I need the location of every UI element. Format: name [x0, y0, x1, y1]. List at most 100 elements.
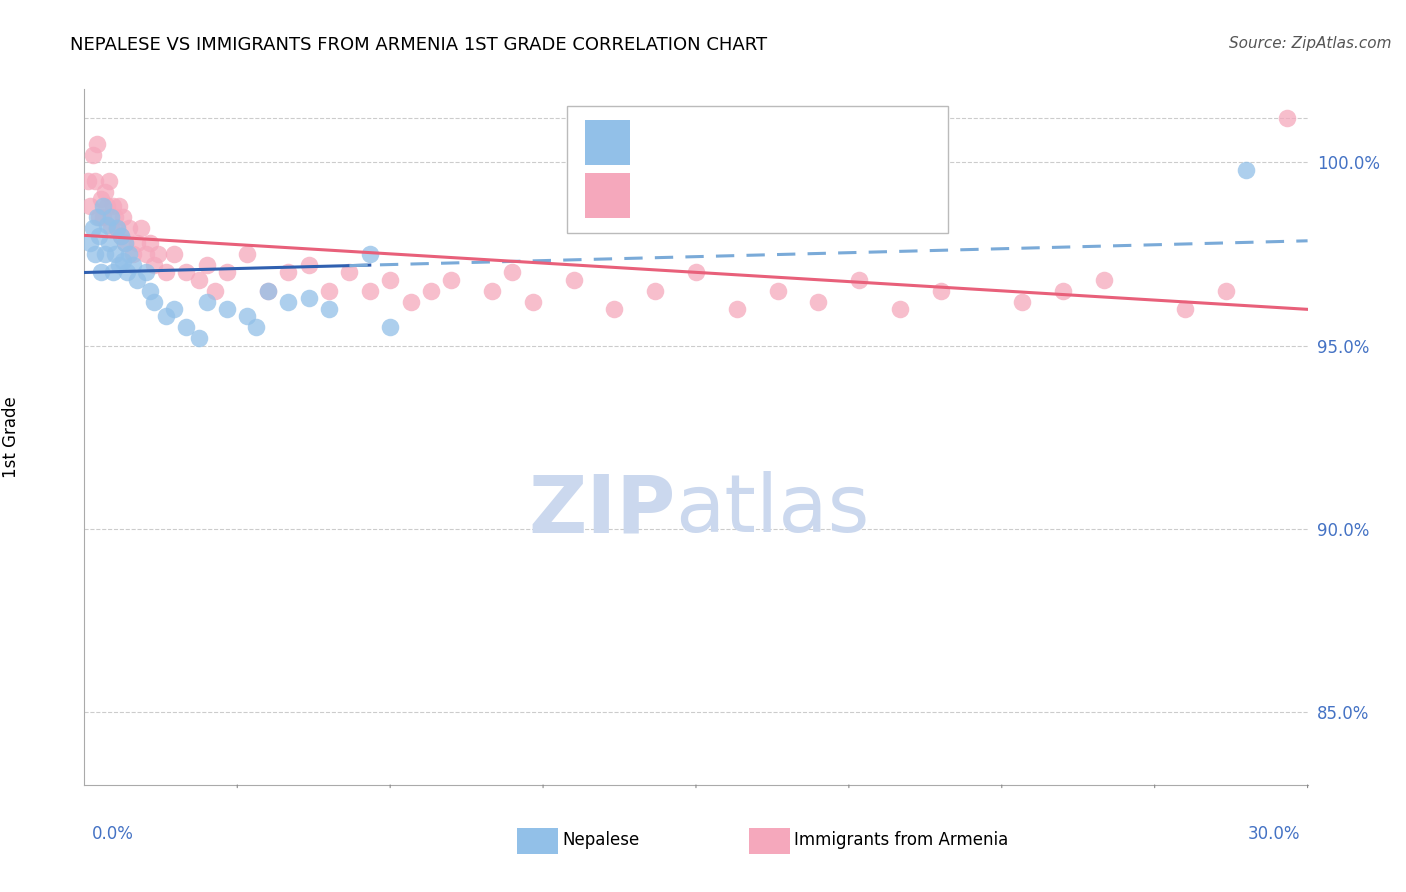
Point — [187, 272, 209, 286]
Point — [110, 228, 132, 243]
Text: Immigrants from Armenia: Immigrants from Armenia — [794, 831, 1008, 849]
Point — [100, 211, 122, 225]
Point — [217, 265, 239, 279]
Point — [77, 174, 100, 188]
Point — [1052, 284, 1074, 298]
Point — [91, 211, 114, 225]
Point — [257, 284, 280, 298]
Point — [127, 235, 149, 250]
Point — [277, 294, 299, 309]
Text: N = 64: N = 64 — [799, 186, 866, 204]
Point — [138, 235, 160, 250]
Point — [420, 284, 443, 298]
Point — [848, 272, 870, 286]
Point — [83, 247, 105, 261]
Point — [380, 272, 402, 286]
Point — [1011, 294, 1033, 309]
Point — [298, 291, 321, 305]
Point — [101, 199, 124, 213]
Point — [86, 137, 108, 152]
Text: NEPALESE VS IMMIGRANTS FROM ARMENIA 1ST GRADE CORRELATION CHART: NEPALESE VS IMMIGRANTS FROM ARMENIA 1ST … — [70, 36, 768, 54]
Point — [1277, 112, 1299, 126]
Point — [108, 258, 131, 272]
Point — [135, 247, 157, 261]
Text: 0.0%: 0.0% — [91, 825, 134, 843]
Point — [217, 301, 239, 316]
Point — [603, 301, 626, 316]
Point — [142, 258, 165, 272]
Point — [685, 265, 707, 279]
Point — [83, 174, 105, 188]
Point — [112, 211, 135, 225]
Point — [87, 228, 110, 243]
Point — [104, 247, 127, 261]
Point — [562, 272, 585, 286]
Point — [146, 247, 169, 261]
Point — [112, 254, 135, 268]
Point — [236, 310, 259, 324]
Point — [122, 247, 145, 261]
Point — [174, 265, 197, 279]
Point — [110, 228, 132, 243]
Point — [87, 211, 110, 225]
Point — [135, 265, 157, 279]
Point — [101, 265, 124, 279]
Point — [807, 294, 830, 309]
Point — [96, 199, 118, 213]
Point — [889, 301, 911, 316]
Point — [105, 221, 128, 235]
Point — [105, 221, 128, 235]
Point — [318, 284, 340, 298]
Point — [359, 247, 381, 261]
Point — [127, 272, 149, 286]
Text: N = 40: N = 40 — [799, 133, 866, 151]
Point — [82, 221, 104, 235]
Point — [195, 258, 218, 272]
Point — [114, 235, 136, 250]
Point — [114, 235, 136, 250]
Point — [380, 320, 402, 334]
Text: 30.0%: 30.0% — [1249, 825, 1301, 843]
Point — [399, 294, 422, 309]
Point — [522, 294, 544, 309]
Point — [644, 284, 666, 298]
Point — [339, 265, 361, 279]
Point — [138, 284, 160, 298]
Text: 1st Grade: 1st Grade — [1, 396, 20, 478]
Text: ZIP: ZIP — [529, 471, 676, 549]
Point — [277, 265, 299, 279]
Point — [725, 301, 748, 316]
Point — [155, 265, 177, 279]
Point — [79, 235, 101, 250]
Point — [79, 199, 101, 213]
Point — [481, 284, 503, 298]
Point — [90, 265, 112, 279]
Point — [1215, 284, 1237, 298]
Point — [163, 247, 186, 261]
Point — [245, 320, 267, 334]
Point — [174, 320, 197, 334]
Point — [195, 294, 218, 309]
Point — [1092, 272, 1115, 286]
Text: R = -0.111: R = -0.111 — [637, 186, 742, 204]
Point — [155, 310, 177, 324]
Point — [118, 221, 141, 235]
Point — [122, 258, 145, 272]
Point — [93, 247, 117, 261]
Point — [142, 294, 165, 309]
Point — [82, 148, 104, 162]
Point — [97, 174, 120, 188]
Point — [104, 211, 127, 225]
Point — [115, 265, 138, 279]
Point — [318, 301, 340, 316]
Point — [440, 272, 463, 286]
Point — [257, 284, 280, 298]
Point — [86, 211, 108, 225]
Point — [131, 221, 153, 235]
Point — [91, 199, 114, 213]
Text: R = 0.159: R = 0.159 — [637, 133, 735, 151]
Point — [1174, 301, 1197, 316]
Point — [187, 331, 209, 345]
Point — [204, 284, 226, 298]
Point — [359, 284, 381, 298]
